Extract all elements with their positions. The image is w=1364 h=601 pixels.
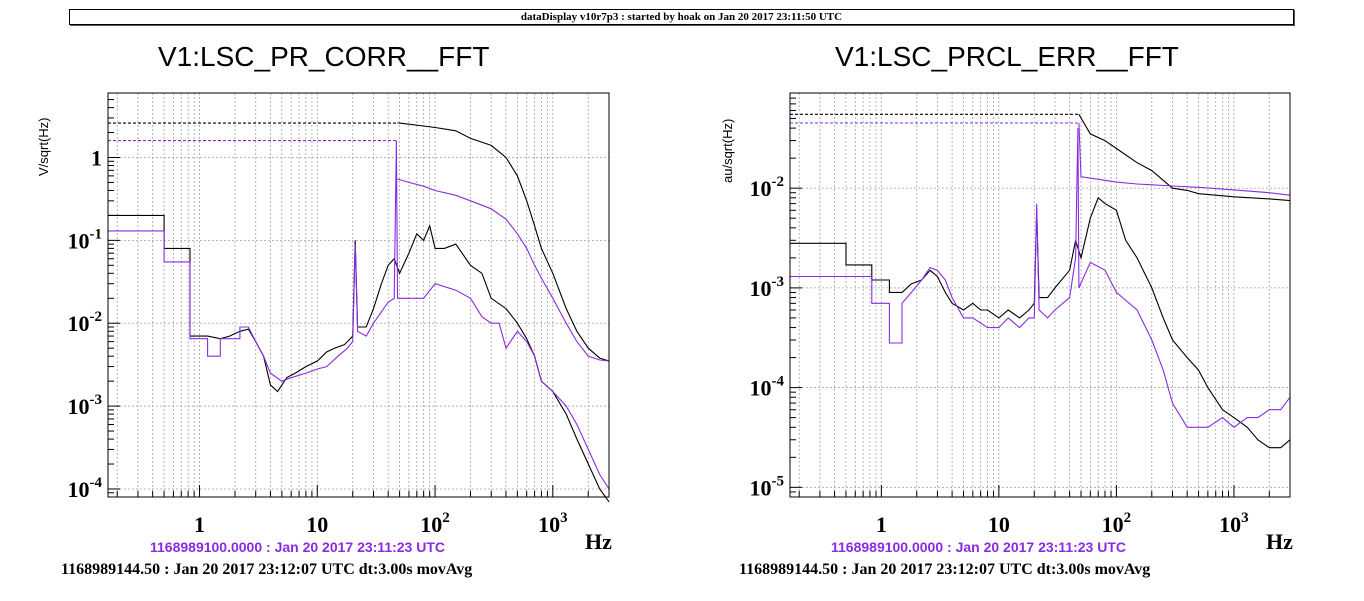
app-header-bar: dataDisplay v10r7p3 : started by hoak on…: [69, 9, 1294, 25]
chart-title-left: V1:LSC_PR_CORR__FFT: [158, 41, 490, 72]
y-tick-exponent: -4: [90, 475, 103, 491]
y-tick-base: 10: [750, 176, 772, 201]
y-tick-exponent: -2: [772, 174, 785, 190]
x-tick-label: 1: [194, 512, 205, 537]
y-tick-base: 10: [68, 394, 90, 419]
y-tick-label: 10-5: [750, 473, 785, 500]
plot-frame: [107, 92, 610, 498]
ref-timestamp-right: 1168989100.0000 : Jan 20 2017 23:11:23 U…: [831, 539, 1127, 555]
y-tick-exponent: -4: [772, 374, 785, 390]
y-tick-label: 10-4: [68, 475, 103, 502]
timestamp-left: 1168989144.50 : Jan 20 2017 23:12:07 UTC…: [61, 561, 473, 578]
y-tick-label: 10-2: [750, 174, 785, 201]
ref-timestamp-left: 1168989100.0000 : Jan 20 2017 23:11:23 U…: [150, 539, 446, 555]
series-line-ref: [790, 128, 1291, 428]
x-tick-exponent: 2: [1124, 510, 1132, 526]
grid-lines: [108, 93, 610, 497]
y-tick-label: 1: [91, 145, 102, 170]
y-tick-label: 10-1: [68, 226, 103, 253]
timestamp-right: 1168989144.50 : Jan 20 2017 23:12:07 UTC…: [739, 561, 1151, 578]
x-tick-exponent: 3: [1241, 510, 1249, 526]
y-tick-exponent: -3: [772, 274, 785, 290]
plot-frame: [789, 92, 1291, 498]
x-tick-label: 1: [876, 512, 887, 537]
y-tick-label: 10-4: [750, 374, 785, 401]
series-line-trace: [790, 196, 1291, 449]
grid-lines: [790, 93, 1291, 497]
x-tick-label: 10: [306, 512, 328, 537]
x-tick-exponent: 3: [560, 510, 568, 526]
series-line-ref: [397, 178, 610, 362]
x-axis-label: Hz: [1266, 529, 1293, 554]
series-line-trace: [108, 214, 610, 503]
y-tick-base: 10: [750, 475, 772, 500]
y-tick-exponent: -3: [90, 392, 103, 408]
x-tick-label: 10: [988, 512, 1010, 537]
y-tick-exponent: -1: [90, 226, 103, 242]
chart-title-right: V1:LSC_PRCL_ERR__FFT: [835, 41, 1179, 72]
x-tick-label: 103: [1219, 510, 1249, 537]
y-tick-base: 10: [750, 276, 772, 301]
y-tick-exponent: -5: [772, 473, 785, 489]
x-tick-label: 102: [1102, 510, 1132, 537]
y-tick-label: 10-3: [750, 274, 785, 301]
y-tick-label: 10-2: [68, 309, 103, 336]
series-line-ref: [1078, 122, 1291, 196]
y-tick-exponent: -2: [90, 309, 103, 325]
series-line-trace: [1078, 114, 1291, 202]
series-line-trace: [397, 122, 610, 362]
x-axis-label: Hz: [585, 529, 612, 554]
x-tick-exponent: 2: [442, 510, 450, 526]
series-line-ref: [108, 140, 610, 490]
y-tick-base: 10: [68, 228, 90, 253]
y-tick-base: 10: [750, 376, 772, 401]
y-tick-base: 10: [68, 477, 90, 502]
y-tick-label: 10-3: [68, 392, 103, 419]
y-tick-base: 10: [68, 311, 90, 336]
